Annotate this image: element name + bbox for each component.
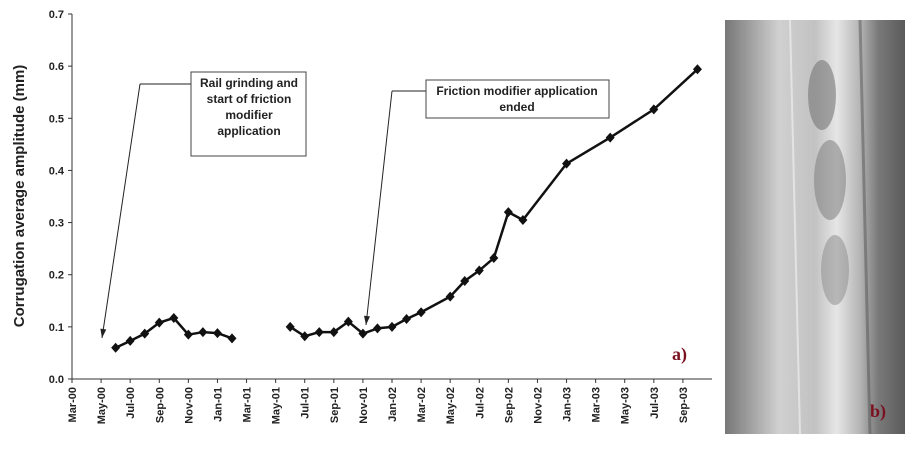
marker: [314, 327, 324, 338]
marker: [125, 335, 135, 346]
marker: [416, 307, 426, 318]
y-tick-label: 0.7: [49, 9, 64, 21]
marker: [227, 333, 237, 344]
marker: [300, 331, 310, 342]
x-tick-label: Sep-00: [154, 387, 166, 423]
marker: [169, 312, 179, 323]
x-tick-label: Jan-02: [387, 387, 399, 422]
annotation-text: application: [217, 124, 280, 138]
panel-label: b): [870, 401, 886, 422]
annotation-box: [425, 79, 610, 119]
marker: [692, 64, 702, 75]
marker: [460, 275, 470, 286]
x-tick-label: Jul-03: [649, 387, 661, 419]
y-tick-label: 0.6: [49, 61, 64, 73]
marker: [212, 328, 222, 339]
marker: [372, 323, 382, 334]
marker: [489, 253, 499, 264]
x-tick-label: May-03: [620, 387, 632, 424]
x-tick-label: Jul-00: [125, 387, 137, 419]
y-tick-label: 0.2: [49, 270, 64, 282]
marker: [562, 158, 572, 169]
x-tick-label: May-02: [445, 387, 457, 424]
x-tick-label: Mar-02: [416, 387, 428, 422]
y-tick-label: 0.5: [49, 113, 64, 125]
marker: [140, 328, 150, 339]
y-tick-label: 0.3: [49, 218, 64, 230]
x-tick-label: Mar-03: [591, 387, 603, 422]
marker: [111, 342, 121, 353]
annotation-text: start of friction: [207, 92, 292, 106]
x-tick-label: Nov-01: [358, 387, 370, 424]
x-tick-label: Sep-02: [503, 387, 515, 423]
annotation-arrow: [101, 83, 141, 339]
marker: [474, 265, 484, 276]
x-tick-label: Nov-00: [183, 387, 195, 424]
marker: [518, 214, 528, 225]
x-tick-label: Nov-02: [532, 387, 544, 424]
x-tick-label: Jan-03: [562, 387, 574, 422]
marker: [402, 314, 412, 325]
y-tick-label: 0.4: [49, 165, 65, 177]
x-tick-label: Jul-01: [300, 387, 312, 419]
y-tick-label: 0.1: [49, 322, 64, 334]
x-tick-label: May-01: [271, 387, 283, 424]
marker: [285, 321, 295, 332]
x-tick-label: May-00: [96, 387, 108, 424]
marker: [154, 317, 164, 328]
annotation-text: Rail grinding and: [200, 76, 298, 90]
annotation-arrow: [365, 90, 393, 326]
annotation-text: Friction modifier application: [436, 84, 597, 98]
marker: [343, 316, 353, 327]
annotation-text: ended: [499, 100, 534, 114]
x-tick-label: Jul-02: [474, 387, 486, 419]
marker: [387, 321, 397, 332]
x-tick-label: Mar-01: [242, 387, 254, 422]
y-tick-label: 0.0: [49, 374, 64, 386]
x-tick-label: Mar-00: [67, 387, 79, 422]
photo: [725, 19, 905, 435]
marker: [503, 207, 513, 218]
marker: [445, 291, 455, 302]
annotation-box: [190, 71, 307, 157]
panel-label: a): [672, 344, 687, 365]
marker: [358, 328, 368, 339]
arrow-head: [100, 328, 107, 338]
marker: [183, 329, 193, 340]
x-tick-label: Sep-03: [678, 387, 690, 423]
marker: [605, 132, 615, 143]
annotation-text: modifier: [225, 108, 273, 122]
arrow-head: [364, 315, 370, 325]
y-axis-label: Corrugation average amplitude (mm): [11, 65, 28, 328]
marker: [649, 104, 659, 115]
marker: [329, 327, 339, 338]
x-tick-label: Jan-01: [212, 387, 224, 422]
marker: [198, 327, 208, 338]
x-tick-label: Sep-01: [329, 387, 341, 423]
